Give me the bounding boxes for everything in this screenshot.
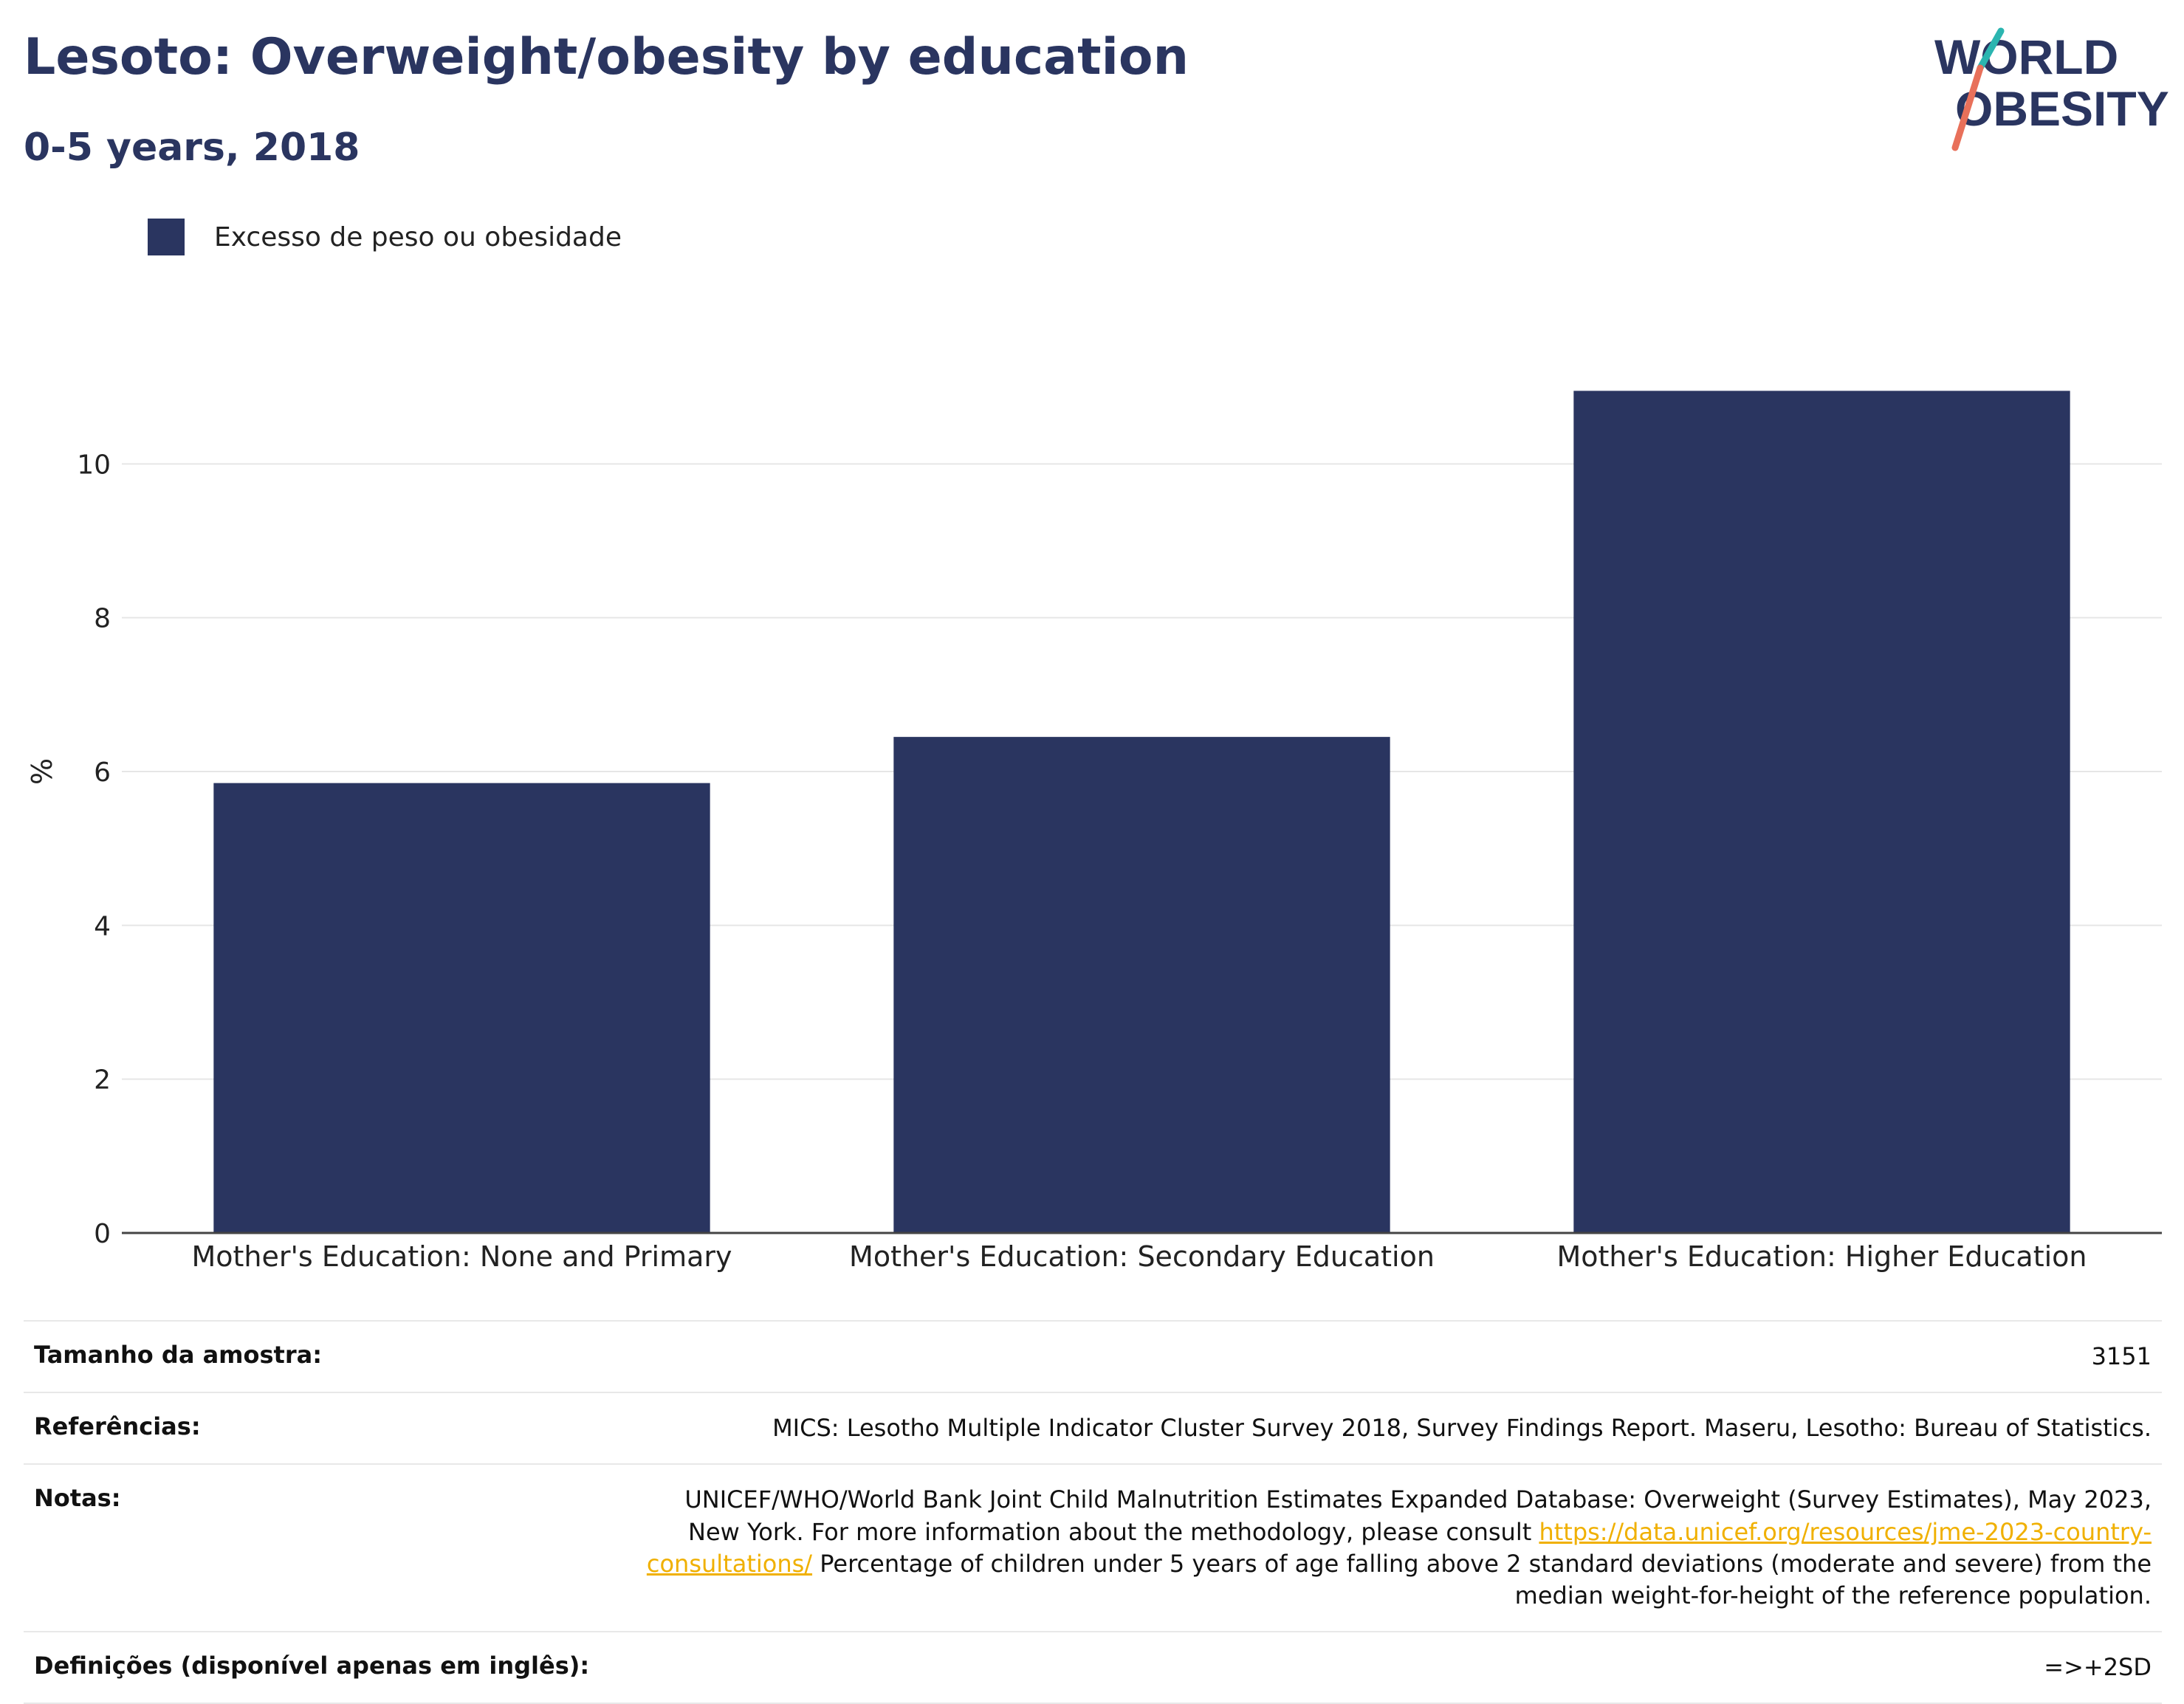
info-table: Tamanho da amostra: 3151 Referências: MI… <box>24 1320 2162 1704</box>
legend-swatch <box>148 219 185 255</box>
y-tick-label: 6 <box>94 757 111 788</box>
info-label: Referências: <box>34 1412 201 1441</box>
y-tick-label: 10 <box>77 450 111 480</box>
info-row-notes: Notas: UNICEF/WHO/World Bank Joint Child… <box>24 1463 2162 1631</box>
info-row-references: Referências: MICS: Lesotho Multiple Indi… <box>24 1392 2162 1463</box>
x-tick-label: Mother's Education: None and Primary <box>191 1240 732 1273</box>
notes-text-pre: UNICEF/WHO/World Bank Joint Child Malnut… <box>684 1485 2152 1546</box>
x-tick-label: Mother's Education: Higher Education <box>1556 1240 2087 1273</box>
info-label: Notas: <box>34 1484 121 1513</box>
info-value: =>+2SD <box>2044 1653 2152 1682</box>
legend-label: Excesso de peso ou obesidade <box>214 221 622 252</box>
bar <box>213 783 710 1233</box>
notes-text-post: Percentage of children under 5 years of … <box>812 1549 2152 1609</box>
info-row-definitions: Definições (disponível apenas em inglês)… <box>24 1631 2162 1704</box>
bar-chart: 0 2 4 6 8 10% Mother's Education: None and Pri… <box>26 391 2162 1273</box>
info-value: MICS: Lesotho Multiple Indicator Cluster… <box>772 1414 2152 1443</box>
info-value: UNICEF/WHO/World Bank Joint Child Malnut… <box>638 1484 2152 1612</box>
y-tick-label: 2 <box>94 1065 111 1096</box>
y-tick-label: 0 <box>94 1219 111 1249</box>
bar <box>893 737 1390 1233</box>
y-axis-label: % <box>26 758 58 785</box>
info-value: 3151 <box>2091 1342 2152 1370</box>
methodology-link[interactable]: https://data.unicef.org/resources/jme-20… <box>646 1517 2152 1578</box>
y-tick-label: 4 <box>94 911 111 941</box>
y-tick-label: 8 <box>94 604 111 634</box>
info-label: Tamanho da amostra: <box>34 1341 322 1369</box>
logo-line1: WORLD <box>1934 30 2118 84</box>
bar <box>1573 391 2070 1233</box>
x-tick-label: Mother's Education: Secondary Education <box>849 1240 1435 1273</box>
legend: Excesso de peso ou obesidade <box>148 219 622 255</box>
info-label: Definições (disponível apenas em inglês)… <box>34 1652 590 1680</box>
chart-title: Lesoto: Overweight/obesity by education <box>24 28 1189 86</box>
world-obesity-logo: WORLD OBESITY <box>1934 27 2169 151</box>
info-row-sample-size: Tamanho da amostra: 3151 <box>24 1320 2162 1392</box>
logo-line2: OBESITY <box>1955 81 2169 136</box>
chart-subtitle: 0-5 years, 2018 <box>24 126 360 170</box>
